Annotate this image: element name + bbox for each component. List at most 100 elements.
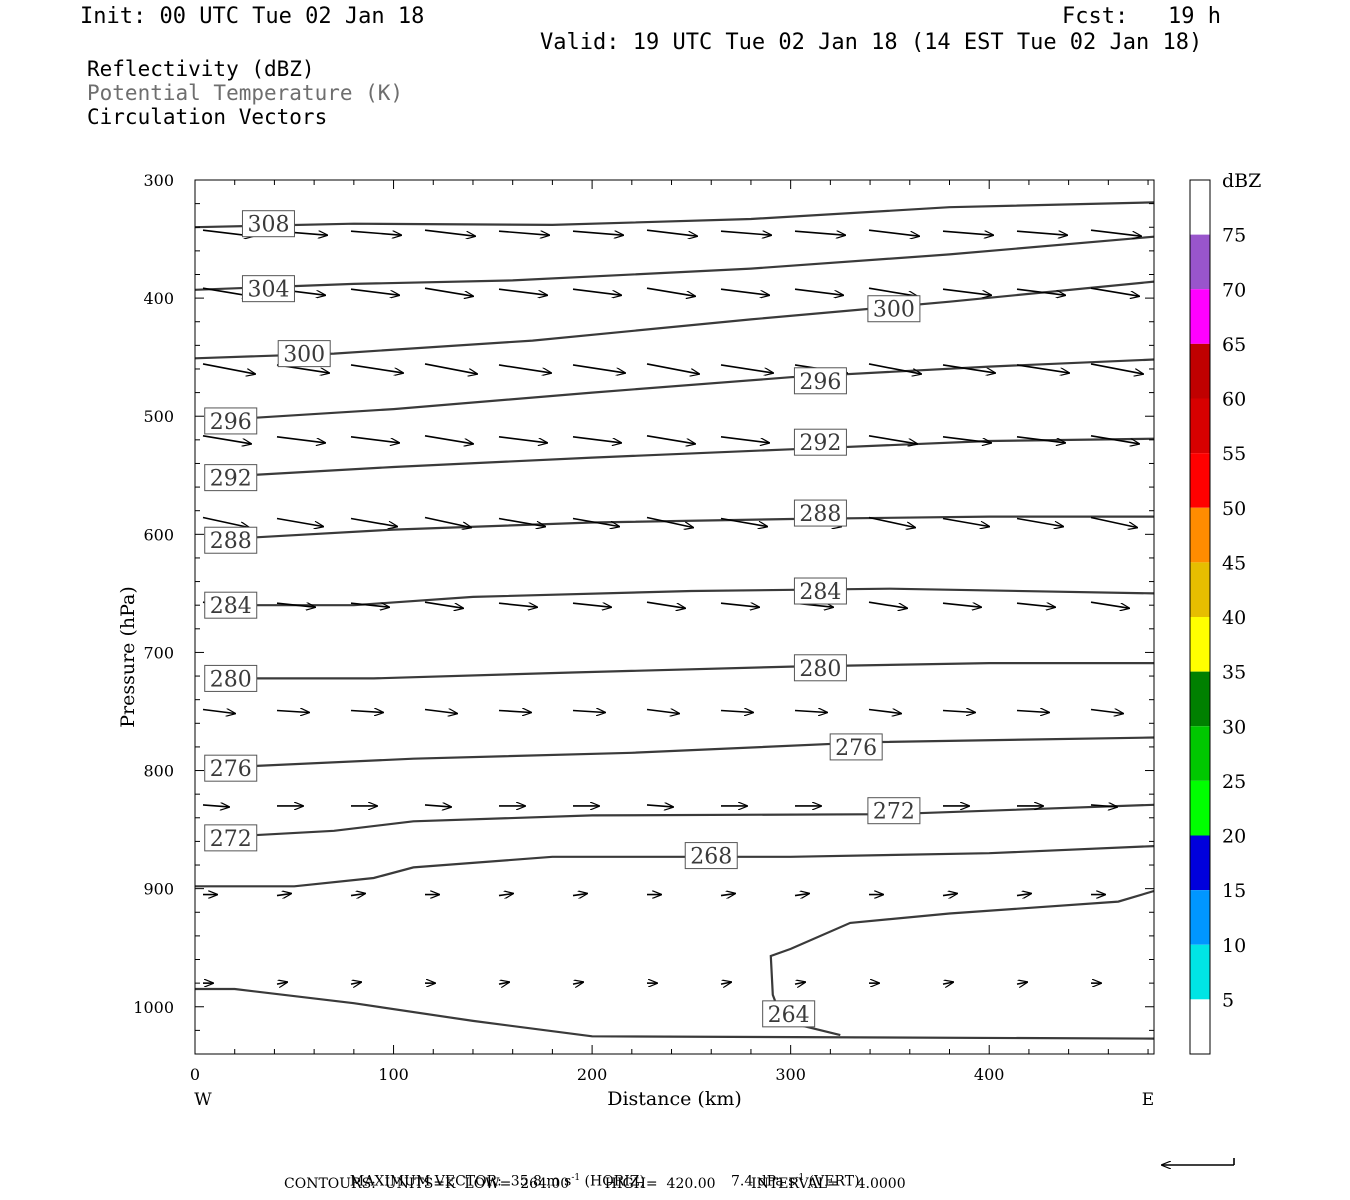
colorbar-frame	[1189, 179, 1211, 1055]
contour-label-304: 304	[247, 278, 289, 303]
colorbar-segment	[1190, 726, 1210, 781]
contour-label-292: 292	[210, 467, 252, 492]
circulation-vector	[868, 435, 917, 444]
circulation-vector	[646, 805, 673, 807]
contour-label-box	[793, 428, 847, 456]
max-vector-vert: 7.4 dPa s	[730, 1173, 796, 1190]
theta-contour-308	[194, 201, 1155, 229]
circulation-vector	[424, 516, 471, 528]
circulation-vector	[276, 710, 309, 712]
circulation-vector	[572, 982, 583, 984]
circulation-vector	[942, 364, 995, 373]
circulation-vector	[942, 230, 993, 235]
circulation-vector	[498, 364, 551, 373]
circulation-vector	[1016, 436, 1065, 443]
circulation-vector	[276, 894, 291, 896]
contour-label-300: 300	[283, 343, 325, 368]
colorbar-label: 45	[1222, 552, 1246, 574]
circulation-vector	[794, 710, 827, 712]
contour-label-box	[793, 499, 847, 527]
colorbar-segment	[1190, 562, 1210, 617]
circulation-vector	[202, 363, 255, 374]
circulation-vector	[498, 288, 547, 295]
forecast-hour: Fcst: 19 h	[1062, 4, 1221, 29]
circulation-vector	[572, 288, 621, 295]
circulation-vector	[942, 288, 991, 295]
colorbar-label: 50	[1222, 498, 1246, 520]
contour-label-284: 284	[799, 580, 841, 605]
circulation-vector	[424, 229, 475, 236]
y-tick-label: 800	[143, 762, 174, 781]
colorbar-label: 20	[1222, 826, 1246, 848]
circulation-vector	[868, 516, 915, 528]
max-vector-horiz: MAXIMUM VECTOR: 35.8 m s	[349, 1173, 572, 1190]
contour-label-276: 276	[835, 736, 877, 761]
circulation-vector	[1016, 288, 1065, 295]
circulation-vector	[794, 894, 809, 896]
circulation-vector	[646, 229, 697, 236]
x-end-label-east: E	[1142, 1090, 1154, 1110]
theta-contour-284	[204, 587, 1155, 607]
circulation-vector	[720, 710, 753, 712]
contour-label-296: 296	[210, 410, 252, 435]
colorbar-segment	[1190, 398, 1210, 454]
circulation-vector	[572, 436, 621, 443]
circulation-vector	[424, 363, 477, 374]
contour-label-box	[867, 295, 921, 323]
contour-label-288: 288	[210, 529, 252, 554]
circulation-vector	[572, 230, 623, 235]
circulation-vector	[1016, 710, 1049, 712]
legend-reflectivity: Reflectivity (dBZ)	[87, 57, 315, 81]
colorbar-label: 65	[1222, 334, 1246, 356]
colorbar-label: 25	[1222, 771, 1246, 793]
contour-label-box	[204, 526, 258, 554]
colorbar-segment	[1190, 234, 1210, 290]
circulation-vector	[646, 363, 699, 374]
circulation-vector	[202, 435, 251, 444]
theta-contour-280	[204, 662, 1154, 680]
circulation-vector	[498, 894, 513, 896]
contour-info: CONTOURS: UNITS=K LOW= 264.00 HIGH= 420.…	[284, 1176, 906, 1192]
contour-label-box	[793, 367, 847, 395]
colorbar-segment	[1190, 343, 1210, 399]
contour-label-box	[241, 210, 295, 238]
circulation-vector	[868, 229, 919, 236]
circulation-vector	[350, 288, 399, 295]
circulation-vector	[572, 603, 611, 607]
circulation-vector	[572, 364, 625, 373]
theta-contour-unlabeled	[195, 987, 1155, 1040]
circulation-vector	[202, 805, 229, 807]
contour-label-box	[867, 797, 921, 825]
circulation-vector	[1090, 709, 1123, 713]
circulation-vector	[424, 287, 473, 296]
circulation-vector	[350, 982, 361, 984]
circulation-vector	[498, 230, 549, 235]
circulation-vector	[1090, 229, 1141, 236]
init-time: Init: 00 UTC Tue 02 Jan 18	[80, 4, 425, 29]
colorbar-label: 10	[1222, 935, 1246, 957]
circulation-vector	[350, 894, 365, 896]
circulation-vector	[942, 436, 991, 443]
circulation-vector	[1016, 603, 1055, 607]
circulation-vector	[646, 709, 679, 713]
contour-label-box	[204, 407, 258, 435]
circulation-vector	[942, 517, 989, 527]
circulation-vector	[794, 288, 843, 295]
circulation-vector	[350, 517, 397, 527]
circulation-vector	[720, 603, 759, 607]
circulation-vector	[572, 894, 587, 896]
circulation-vector	[424, 805, 451, 807]
colorbar-label: 30	[1222, 716, 1246, 738]
circulation-vector	[1090, 805, 1117, 807]
legend-potential-temperature: Potential Temperature (K)	[87, 81, 404, 105]
circulation-vector	[276, 982, 287, 984]
unit-exponent-horiz: -1	[571, 1173, 581, 1183]
circulation-vector	[498, 710, 531, 712]
contour-label-box	[829, 733, 883, 761]
colorbar-segment	[1190, 835, 1210, 891]
circulation-vector	[1016, 894, 1031, 896]
y-tick-label: 900	[143, 880, 174, 899]
contour-label-272: 272	[210, 827, 252, 852]
max-vector-info: MAXIMUM VECTOR: 35.8 m s-1 (HORIZ) 7.4 dP…	[341, 1157, 860, 1190]
